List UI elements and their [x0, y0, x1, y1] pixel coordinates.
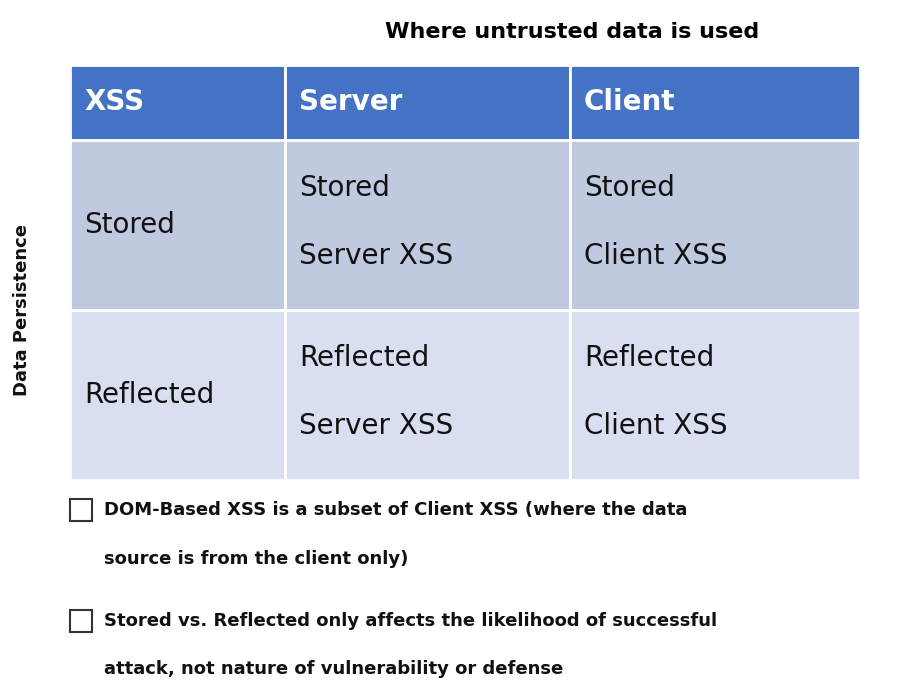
Text: Data Persistence: Data Persistence: [13, 224, 31, 396]
Text: Reflected: Reflected: [299, 343, 430, 371]
Text: XSS: XSS: [84, 88, 144, 116]
Bar: [570, 65, 860, 140]
Text: Stored: Stored: [584, 174, 675, 202]
Text: Client: Client: [584, 88, 675, 116]
Bar: [70, 65, 285, 140]
Bar: [285, 310, 570, 480]
Bar: [570, 140, 860, 310]
Text: Reflected: Reflected: [84, 381, 214, 409]
Text: Stored vs. Reflected only affects the likelihood of successful: Stored vs. Reflected only affects the li…: [104, 611, 717, 629]
Bar: [70, 310, 285, 480]
Bar: [70, 609, 92, 631]
Text: Server XSS: Server XSS: [299, 412, 453, 440]
Text: source is from the client only): source is from the client only): [104, 550, 409, 568]
Text: Stored: Stored: [84, 211, 175, 239]
Text: Client XSS: Client XSS: [584, 241, 728, 269]
Bar: [285, 140, 570, 310]
Bar: [70, 140, 285, 310]
Text: Stored: Stored: [299, 174, 390, 202]
Bar: [285, 65, 570, 140]
Text: Where untrusted data is used: Where untrusted data is used: [386, 22, 760, 42]
Text: Server XSS: Server XSS: [299, 241, 453, 269]
Text: DOM-Based XSS is a subset of Client XSS (where the data: DOM-Based XSS is a subset of Client XSS …: [104, 501, 687, 519]
Bar: [70, 499, 92, 521]
Text: Server: Server: [299, 88, 402, 116]
Text: Reflected: Reflected: [584, 343, 714, 371]
Text: attack, not nature of vulnerability or defense: attack, not nature of vulnerability or d…: [104, 660, 563, 679]
Text: Client XSS: Client XSS: [584, 412, 728, 440]
Bar: [570, 310, 860, 480]
